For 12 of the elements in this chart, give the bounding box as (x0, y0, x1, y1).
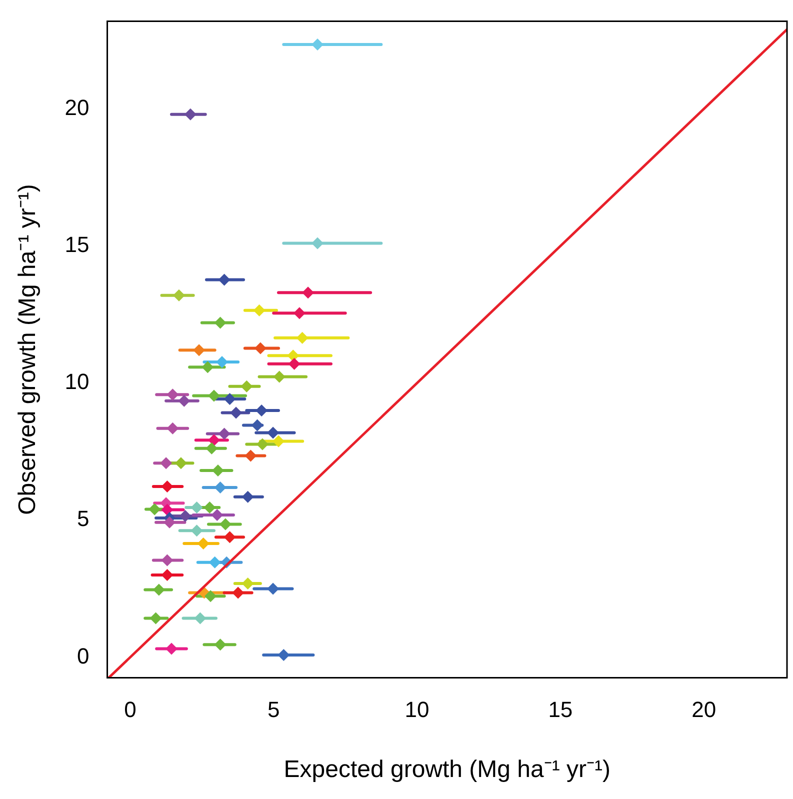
x-tick-label: 15 (548, 697, 573, 722)
x-tick-label: 0 (124, 697, 136, 722)
y-tick-label: 0 (77, 643, 90, 668)
x-tick-label: 5 (267, 697, 280, 722)
x-tick-label: 20 (692, 697, 716, 722)
y-axis-title: Observed growth (Mg ha⁻¹ yr⁻¹) (14, 184, 42, 515)
y-tick-label: 15 (64, 232, 90, 258)
x-tick-label: 10 (404, 697, 430, 722)
y-tick-label: 20 (64, 94, 90, 120)
y-tick-label: 10 (64, 369, 90, 394)
y-tick-label: 5 (77, 506, 90, 532)
x-axis-title: Expected growth (Mg ha⁻¹ yr⁻¹) (284, 756, 611, 784)
